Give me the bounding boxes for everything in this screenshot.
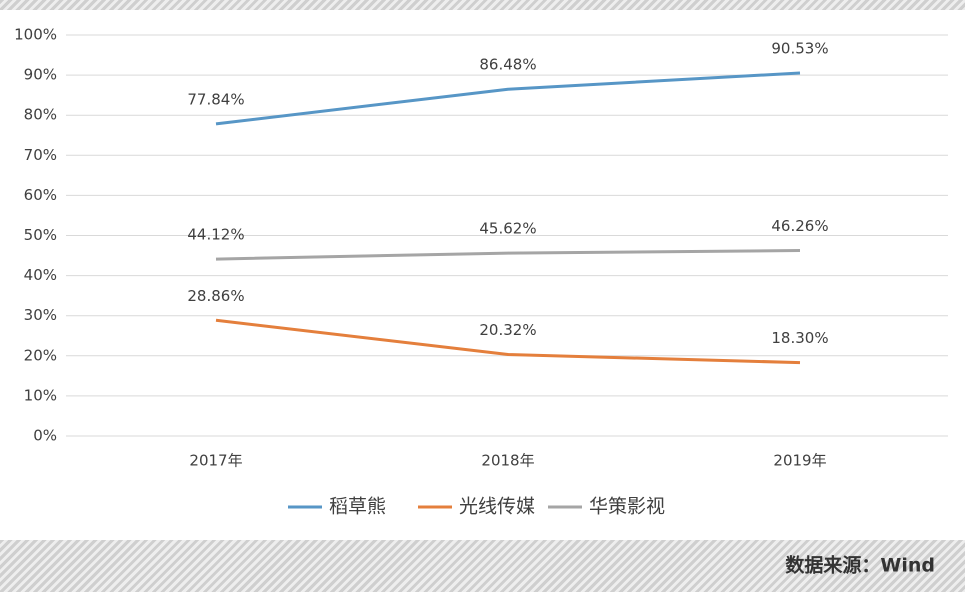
legend-label: 光线传媒 <box>459 496 535 518</box>
legend-label: 稻草熊 <box>329 496 386 518</box>
y-tick-label: 50% <box>24 226 57 244</box>
y-tick-label: 30% <box>24 306 57 324</box>
source-note: 数据来源：Wind <box>785 554 935 577</box>
data-label: 46.26% <box>771 217 828 235</box>
data-label: 18.30% <box>771 329 828 347</box>
legend-label: 华策影视 <box>589 496 665 518</box>
y-tick-label: 90% <box>24 66 57 84</box>
series-line <box>215 248 801 261</box>
y-tick-label: 80% <box>24 106 57 124</box>
y-tick-label: 10% <box>24 386 57 404</box>
bottom-band <box>0 540 965 592</box>
y-tick-label: 60% <box>24 186 57 204</box>
series-line <box>215 318 801 365</box>
x-tick-label: 2017年 <box>189 452 242 470</box>
y-tick-label: 0% <box>33 427 57 445</box>
x-tick-label: 2019年 <box>773 452 826 470</box>
y-tick-label: 70% <box>24 146 57 164</box>
data-label: 77.84% <box>187 90 244 108</box>
data-label: 86.48% <box>479 56 536 74</box>
data-label: 44.12% <box>187 226 244 244</box>
y-tick-label: 40% <box>24 266 57 284</box>
data-label: 45.62% <box>479 220 536 238</box>
y-tick-label: 100% <box>14 26 57 44</box>
data-label: 20.32% <box>479 321 536 339</box>
data-label: 28.86% <box>187 287 244 305</box>
x-tick-label: 2018年 <box>481 452 534 470</box>
series-line <box>215 71 801 126</box>
y-tick-label: 20% <box>24 346 57 364</box>
top-band <box>0 0 965 10</box>
data-label: 90.53% <box>771 39 828 57</box>
